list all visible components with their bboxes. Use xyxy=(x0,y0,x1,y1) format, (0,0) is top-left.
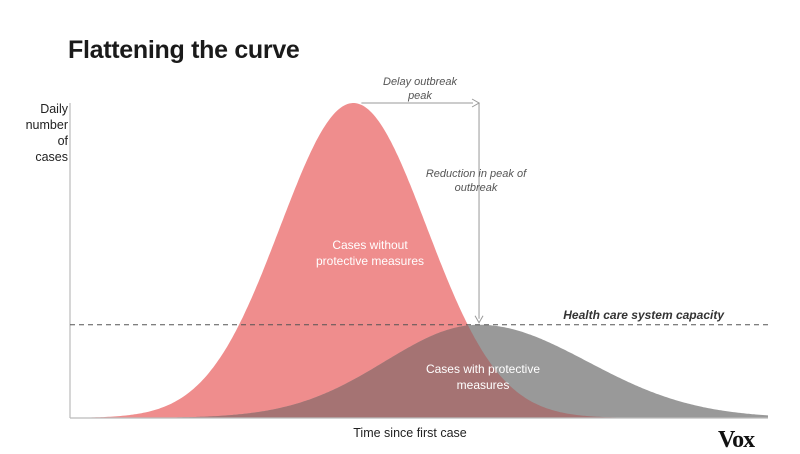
delay-annotation: Delay outbreak peak xyxy=(383,76,457,102)
chart-title: Flattening the curve xyxy=(68,36,300,64)
series-without-measures-area xyxy=(70,103,768,418)
overlays-group xyxy=(69,98,768,419)
delay-annotation-line: Delay outbreak xyxy=(383,76,457,88)
series-without-measures-label-line: Cases without xyxy=(332,238,408,252)
y-axis-label-line: number of xyxy=(25,118,68,148)
x-axis-label: Time since first case xyxy=(353,426,467,440)
curves-group xyxy=(70,103,768,418)
reduction-annotation-line: outbreak xyxy=(455,182,498,194)
series-with-measures-label-line: measures xyxy=(457,378,510,392)
delay-annotation-line: peak xyxy=(407,90,432,102)
series-with-measures-label: Cases with protective measures xyxy=(426,362,540,392)
series-with-measures-label-line: Cases with protective xyxy=(426,362,540,376)
y-axis-label-line: Daily xyxy=(40,102,68,116)
reduction-arrow-head xyxy=(474,315,484,324)
series-without-measures-label-line: protective measures xyxy=(316,254,424,268)
capacity-label: Health care system capacity xyxy=(563,308,725,322)
delay-arrow-head xyxy=(471,98,481,108)
y-axis-label: Daily number of cases xyxy=(20,101,68,165)
reduction-annotation: Reduction in peak of outbreak xyxy=(426,168,527,194)
y-axis-label-line: cases xyxy=(35,150,68,164)
vox-logo: Vox xyxy=(718,427,755,453)
reduction-annotation-line: Reduction in peak of xyxy=(426,168,527,180)
series-without-measures-label: Cases without protective measures xyxy=(316,238,424,268)
